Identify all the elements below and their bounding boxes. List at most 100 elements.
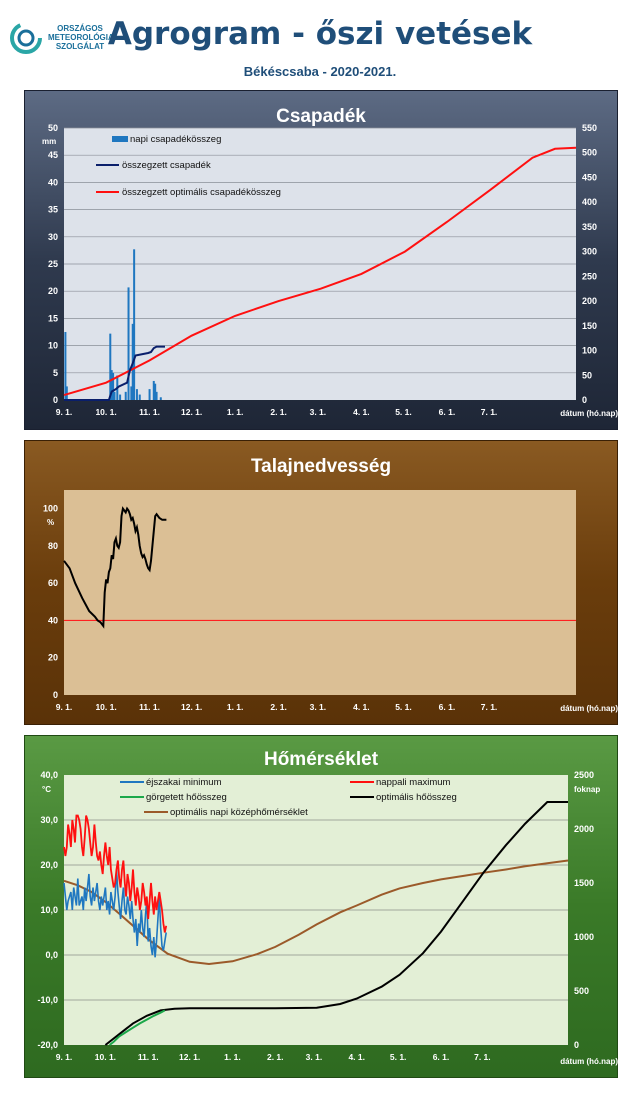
- x-axis-label: dátum (hó.nap): [560, 1057, 618, 1066]
- x-tick-label: 6. 1.: [433, 1052, 450, 1062]
- opt-mean-temp-line: [63, 859, 569, 966]
- legend: napi csapadékösszeg összegzett csapadék …: [96, 134, 281, 198]
- x-tick-label: 12. 1.: [179, 1052, 200, 1062]
- logo-line: SZOLGÁLAT: [55, 42, 105, 51]
- precip-bar: [110, 370, 113, 400]
- x-tick-label: 4. 1.: [353, 702, 370, 712]
- x-tick-label: 6. 1.: [439, 407, 456, 417]
- y-tick-label: 20: [48, 286, 58, 296]
- y-tick-label: 0,0: [45, 950, 58, 960]
- y2-tick-label: 1500: [574, 878, 594, 888]
- y-tick-label: 20: [48, 653, 58, 663]
- y2-tick-label: 250: [582, 271, 597, 281]
- x-tick-label: 10. 1.: [95, 407, 116, 417]
- chart-title: Talajnedvesség: [251, 456, 391, 477]
- y-tick-label: 100: [43, 504, 58, 514]
- y-axis-label: %: [47, 518, 54, 527]
- legend-label: optimális hőösszeg: [376, 792, 457, 803]
- y-tick-label: 10: [48, 341, 58, 351]
- y-tick-label: 45: [48, 150, 58, 160]
- y2-tick-label: 50: [582, 370, 592, 380]
- y2-tick-label: 400: [582, 197, 597, 207]
- y2-tick-label: 2000: [574, 824, 594, 834]
- y2-tick-label: 200: [582, 296, 597, 306]
- legend-swatch-bar: [112, 136, 128, 142]
- precip-bar: [127, 287, 130, 400]
- page-subtitle: Békéscsaba - 2020-2021.: [243, 64, 397, 79]
- chart-title: Hőmérséklet: [264, 749, 379, 770]
- y-tick-label: 40,0: [40, 770, 58, 780]
- y2-tick-label: 0: [582, 395, 587, 405]
- x-tick-label: 12. 1.: [181, 407, 202, 417]
- legend: éjszakai minimum nappali maximum görgete…: [120, 777, 457, 818]
- y2-tick-label: 150: [582, 321, 597, 331]
- y2-tick-label: 350: [582, 222, 597, 232]
- x-tick-label: 11. 1.: [138, 1052, 159, 1062]
- precipitation-chart: Csapadék 0510152025303540455005010015020…: [23, 89, 619, 431]
- logo-text: ORSZÁGOS METEOROLÓGIAI SZOLGÁLAT: [48, 24, 116, 51]
- soil-moisture-chart: Talajnedvesség 0 20 40 60 80 100 9. 1. 10. 1. 11…: [23, 439, 619, 726]
- precip-bar: [119, 394, 122, 400]
- omsz-logo: ORSZÁGOS METEOROLÓGIAI SZOLGÁLAT: [8, 20, 118, 64]
- x-tick-label: 1. 1.: [224, 1052, 241, 1062]
- legend-label: optimális napi középhőmérséklet: [170, 807, 308, 818]
- y2-tick-label: 1000: [574, 932, 594, 942]
- x-tick-label: 7. 1.: [481, 407, 498, 417]
- precip-bar: [109, 333, 112, 400]
- y-tick-label: 50: [48, 123, 58, 133]
- y-tick-label: 35: [48, 205, 58, 215]
- x-axis-label: dátum (hó.nap): [560, 704, 618, 713]
- legend-label: napi csapadékösszeg: [130, 134, 221, 145]
- y2-tick-label: 500: [582, 148, 597, 158]
- y-tick-label: 0: [53, 690, 58, 700]
- y-tick-label: 30: [48, 232, 58, 242]
- precip-bar: [152, 380, 155, 400]
- y-tick-label: 40: [48, 177, 58, 187]
- x-tick-label: 2. 1.: [270, 407, 287, 417]
- y-tick-label: 80: [48, 541, 58, 551]
- y-tick-label: 5: [53, 368, 58, 378]
- precip-bar: [133, 249, 136, 400]
- page-title: Agrogram - őszi vetések: [107, 16, 533, 52]
- y-tick-label: 40: [48, 615, 58, 625]
- temperature-panel: Hőmérséklet -20,0 -10,0 0,0 10,0 20,0 30,0 40,…: [23, 734, 619, 1079]
- x-tick-label: 5. 1.: [395, 702, 412, 712]
- x-tick-label: 3. 1.: [310, 407, 327, 417]
- temperature-chart: Hőmérséklet -20,0 -10,0 0,0 10,0 20,0 30,0 40,…: [23, 734, 619, 1079]
- precip-bar: [138, 394, 141, 400]
- y-tick-label: 20,0: [40, 860, 58, 870]
- gdd-line: [108, 1009, 166, 1046]
- x-tick-label: 2. 1.: [267, 1052, 284, 1062]
- x-axis-label: dátum (hó.nap): [560, 409, 618, 418]
- precip-bar: [154, 383, 157, 400]
- soil-moisture-line: [63, 506, 167, 629]
- precip-bar: [64, 332, 67, 400]
- x-tick-label: 3. 1.: [310, 702, 327, 712]
- y2-tick-label: 450: [582, 172, 597, 182]
- x-tick-label: 5. 1.: [390, 1052, 407, 1062]
- y-tick-label: 15: [48, 313, 58, 323]
- y-tick-label: 60: [48, 578, 58, 588]
- x-tick-label: 11. 1.: [139, 702, 160, 712]
- chart-title: Csapadék: [276, 106, 366, 127]
- y2-tick-label: 0: [574, 1040, 579, 1050]
- x-tick-label: 7. 1.: [481, 702, 498, 712]
- y-tick-label: -10,0: [37, 995, 58, 1005]
- y2-axis-label: foknap: [574, 785, 600, 794]
- x-tick-label: 1. 1.: [227, 407, 244, 417]
- x-tick-label: 11. 1.: [139, 407, 160, 417]
- precip-bar: [112, 372, 115, 400]
- x-tick-label: 12. 1.: [181, 702, 202, 712]
- x-tick-label: 1. 1.: [227, 702, 244, 712]
- legend-label: görgetett hőösszeg: [146, 792, 227, 803]
- opt-gdd-line: [104, 801, 568, 1046]
- y-axis-label: mm: [42, 137, 56, 146]
- y2-tick-label: 550: [582, 123, 597, 133]
- x-tick-label: 9. 1.: [56, 1052, 73, 1062]
- x-tick-label: 10. 1.: [95, 702, 116, 712]
- legend-label: nappali maximum: [376, 777, 451, 788]
- x-tick-label: 4. 1.: [348, 1052, 365, 1062]
- x-tick-label: 6. 1.: [439, 702, 456, 712]
- x-tick-label: 7. 1.: [474, 1052, 491, 1062]
- x-tick-label: 2. 1.: [270, 702, 287, 712]
